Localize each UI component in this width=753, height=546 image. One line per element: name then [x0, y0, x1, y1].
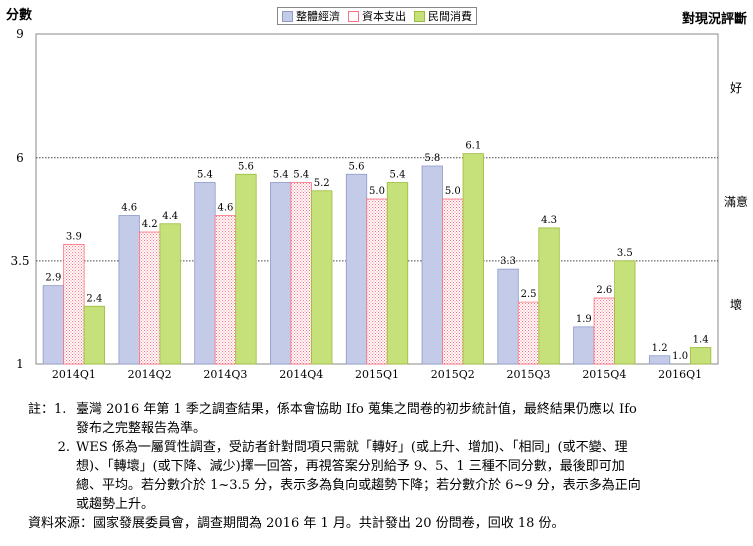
- data-label-2015Q1-s1: 5.0: [369, 186, 385, 197]
- x-tick-label-6: 2015Q3: [507, 368, 551, 381]
- data-label-2015Q2-s2: 6.1: [465, 141, 481, 152]
- legend-item-capex: 資本支出: [348, 8, 406, 24]
- data-label-2016Q1-s2: 1.4: [693, 335, 709, 346]
- x-tick-label-0: 2014Q1: [52, 368, 96, 381]
- x-tick-label-3: 2014Q4: [279, 368, 323, 381]
- note-1-line-2: 發布之完整報告為準。: [76, 421, 207, 436]
- bar-2015Q4-s2: [614, 260, 636, 365]
- note-1: 註：1. 臺灣 2016 年第 1 季之調查結果，係本會協助 Ifo 蒐集之問卷…: [28, 400, 728, 438]
- data-label-2015Q3-s1: 2.5: [521, 289, 537, 300]
- bar-2015Q1-s1: [366, 198, 388, 365]
- bar-2014Q2-s1: [139, 231, 161, 365]
- bar-2014Q1-s2: [83, 305, 106, 365]
- bar-2015Q2-s2: [462, 153, 484, 365]
- data-label-2014Q4-s1: 5.4: [293, 170, 309, 181]
- bar-2014Q3-s1: [214, 215, 237, 365]
- bar-2014Q2-s2: [159, 223, 181, 365]
- y-tick-label-3: 1: [16, 357, 24, 371]
- data-label-2014Q1-s2: 2.4: [86, 293, 102, 304]
- legend-label-economy: 整體經濟: [296, 10, 340, 23]
- legend-swatch-capex: [348, 10, 359, 22]
- data-label-2015Q4-s2: 3.5: [617, 248, 633, 259]
- x-tick-label-8: 2016Q1: [658, 368, 702, 381]
- bar-2014Q3-s0: [194, 182, 216, 365]
- right-axis-label-2: 壞: [730, 298, 742, 312]
- right-axis-label-1: 滿意: [724, 194, 748, 209]
- data-source: 資料來源：國家發展委員會，調查期間為 2016 年 1 月。共計發出 20 份問…: [28, 516, 565, 531]
- y-tick-label-2: 3.5: [10, 254, 29, 268]
- note-1-line-1: 臺灣 2016 年第 1 季之調查結果，係本會協助 Ifo 蒐集之問卷的初步統計…: [76, 402, 637, 417]
- note-1-number: 1.: [54, 402, 67, 417]
- note-2-line-4: 或趨勢上升。: [76, 497, 155, 512]
- legend-swatch-economy: [282, 10, 293, 22]
- note-2-line-1: WES 係為一屬質性調查，受訪者針對問項只需就「轉好」(或上升、增加)、「相同」…: [76, 440, 628, 455]
- notes-block: 註：1. 臺灣 2016 年第 1 季之調查結果，係本會協助 Ifo 蒐集之問卷…: [28, 400, 728, 533]
- bar-2015Q3-s1: [517, 301, 540, 365]
- bar-2015Q3-s2: [538, 227, 560, 365]
- chart-legend: 整體經濟 資本支出 民間消費: [277, 7, 477, 25]
- y-axis-title: 分數: [6, 8, 33, 23]
- note-2-line-2: 想)、「轉壞」(或下降、減少)擇一回答，再視答案分別給予 9、5、1 三種不同分…: [76, 459, 625, 474]
- data-label-2014Q4-s2: 5.2: [314, 178, 330, 189]
- data-label-2015Q2-s0: 5.8: [424, 153, 440, 164]
- bar-2014Q4-s2: [311, 190, 333, 365]
- data-label-2015Q3-s2: 4.3: [541, 215, 557, 226]
- bar-2014Q1-s1: [63, 243, 85, 365]
- bar-2015Q1-s0: [345, 173, 368, 365]
- bar-2015Q2-s1: [442, 198, 464, 365]
- data-label-2015Q2-s1: 5.0: [445, 186, 461, 197]
- right-axis-title: 對現況評斷: [681, 12, 747, 27]
- x-tick-label-2: 2014Q3: [203, 368, 247, 381]
- x-tick-label-5: 2015Q2: [431, 368, 475, 381]
- bar-2014Q2-s0: [118, 215, 140, 365]
- data-label-2014Q1-s0: 2.9: [45, 273, 61, 284]
- data-label-2014Q2-s2: 4.4: [162, 211, 178, 222]
- legend-swatch-consumption: [414, 10, 425, 22]
- bar-2015Q4-s0: [573, 326, 595, 365]
- x-tick-label-4: 2015Q1: [355, 368, 399, 381]
- x-tick-label-1: 2014Q2: [128, 368, 172, 381]
- bar-2015Q3-s0: [497, 268, 519, 365]
- data-label-2015Q1-s2: 5.4: [390, 170, 406, 181]
- y-tick-label-0: 9: [16, 27, 24, 41]
- legend-item-economy: 整體經濟: [282, 8, 340, 24]
- note-2-number: 2.: [57, 440, 70, 455]
- note-2: 2. WES 係為一屬質性調查，受訪者針對問項只需就「轉好」(或上升、增加)、「…: [28, 438, 728, 514]
- bar-2016Q1-s2: [689, 347, 712, 365]
- bar-2014Q3-s2: [235, 173, 257, 365]
- data-label-2014Q2-s1: 4.2: [142, 219, 158, 230]
- data-label-2014Q3-s2: 5.6: [238, 161, 254, 172]
- data-label-2015Q3-s0: 3.3: [500, 256, 516, 267]
- bar-2014Q1-s0: [42, 285, 65, 365]
- data-label-2014Q2-s0: 4.6: [121, 203, 137, 214]
- notes-prefix: 註：: [28, 402, 55, 417]
- legend-label-consumption: 民間消費: [428, 10, 472, 23]
- note-2-line-3: 總、平均。若分數介於 1~3.5 分，表示多為負向或趨勢下降；若分數介於 6~9…: [76, 478, 641, 493]
- data-label-2014Q4-s0: 5.4: [273, 170, 289, 181]
- legend-label-capex: 資本支出: [362, 10, 406, 23]
- y-tick-label-1: 6: [16, 151, 24, 165]
- data-label-2014Q3-s0: 5.4: [197, 170, 213, 181]
- right-axis-label-0: 好: [730, 81, 742, 95]
- bar-2015Q4-s1: [593, 297, 615, 365]
- data-label-2015Q4-s0: 1.9: [576, 314, 592, 325]
- bar-2014Q4-s1: [290, 182, 312, 365]
- data-label-2016Q1-s1: 1.0: [672, 351, 688, 362]
- bar-2015Q2-s0: [421, 165, 443, 365]
- x-tick-label-7: 2015Q4: [582, 368, 626, 381]
- data-label-2014Q1-s1: 3.9: [66, 231, 82, 242]
- data-label-2014Q3-s1: 4.6: [217, 203, 233, 214]
- data-label-2015Q4-s1: 2.6: [596, 285, 612, 296]
- legend-item-consumption: 民間消費: [414, 8, 472, 24]
- bar-2014Q4-s0: [270, 182, 292, 365]
- bar-2015Q1-s2: [386, 182, 409, 365]
- bar-2016Q1-s0: [648, 355, 671, 365]
- data-label-2015Q1-s0: 5.6: [349, 161, 365, 172]
- data-label-2016Q1-s0: 1.2: [652, 343, 668, 354]
